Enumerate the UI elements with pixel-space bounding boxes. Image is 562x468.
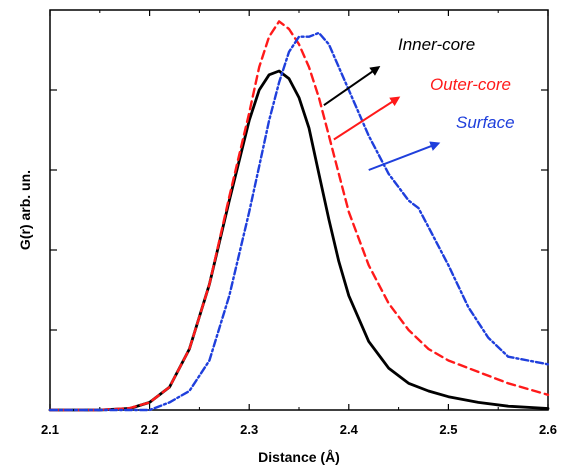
series-line-inner-core <box>48 69 550 412</box>
series-line-outer-core <box>48 20 550 412</box>
series <box>48 20 550 412</box>
legend-label-inner-core: Inner-core <box>398 35 475 54</box>
x-tick-label: 2.4 <box>340 422 359 437</box>
plot-border <box>49 9 549 411</box>
ticks <box>49 10 549 410</box>
series-line-surface <box>48 31 550 412</box>
legend-label-outer-core: Outer-core <box>430 75 511 94</box>
x-tick-label: 2.5 <box>439 422 457 437</box>
legend-arrow-inner-core <box>323 66 381 107</box>
x-tick-label: 2.6 <box>539 422 557 437</box>
legend-arrow-outer-core <box>333 96 401 141</box>
legend-arrow-surface <box>368 141 441 171</box>
x-tick-label: 2.1 <box>41 422 59 437</box>
x-axis-label: Distance (Å) <box>258 449 340 465</box>
tick-labels: 2.1 2.2 2.3 2.4 2.5 2.6 <box>41 422 557 437</box>
y-axis-label: G(r) arb. un. <box>17 170 33 250</box>
legend-label-surface: Surface <box>456 113 515 132</box>
x-tick-label: 2.3 <box>240 422 258 437</box>
annotations: Inner-core Outer-core Surface <box>323 35 515 171</box>
x-tick-label: 2.2 <box>141 422 159 437</box>
plot-frame <box>49 9 549 411</box>
